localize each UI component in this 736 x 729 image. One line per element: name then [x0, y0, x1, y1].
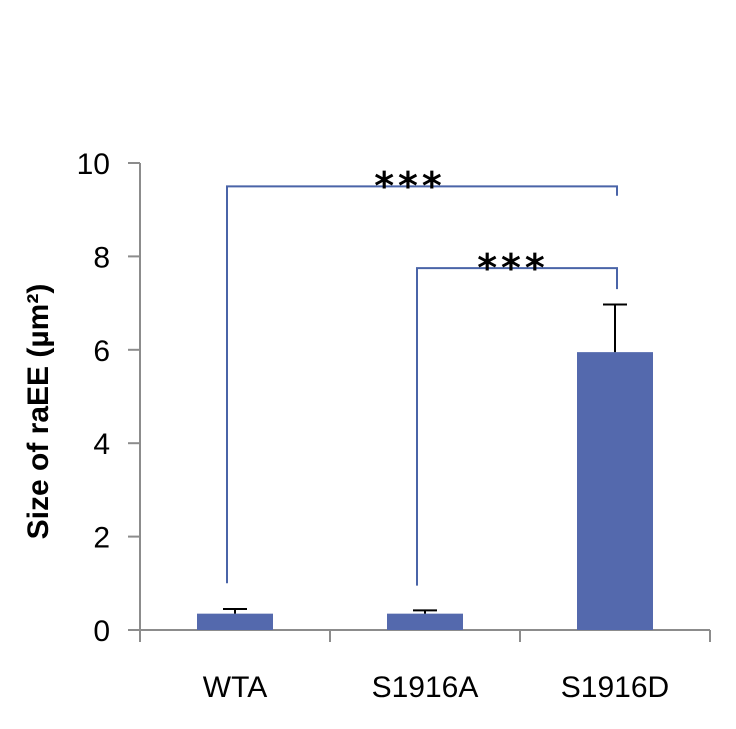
- y-tick-label: 6: [93, 335, 110, 368]
- bar-s1916d: [577, 352, 653, 630]
- error-bars: [223, 303, 627, 614]
- x-category-label: S1916A: [372, 671, 479, 704]
- y-tick-label: 0: [93, 615, 110, 648]
- y-tick-label: 8: [93, 241, 110, 274]
- bar-wta: [197, 613, 273, 630]
- significance-label: ***: [374, 164, 446, 208]
- significance-brackets: *** ***: [226, 164, 618, 586]
- x-ticks: WTA S1916A S1916D: [139, 630, 711, 704]
- x-category-label: S1916D: [561, 671, 669, 704]
- y-tick-label: 2: [93, 522, 110, 555]
- bars: [197, 352, 653, 630]
- y-tick-label: 4: [93, 428, 110, 461]
- y-ticks: 0 2 4 6 8 10: [77, 148, 140, 648]
- x-category-label: WTA: [203, 671, 267, 704]
- significance-bracket: [226, 185, 618, 584]
- significance-label: ***: [477, 246, 549, 290]
- y-tick-label: 10: [77, 148, 110, 181]
- y-axis-title: Size of raEE (µm²): [22, 284, 55, 540]
- significance-bracket: [416, 267, 618, 586]
- bar-s1916a: [387, 613, 463, 630]
